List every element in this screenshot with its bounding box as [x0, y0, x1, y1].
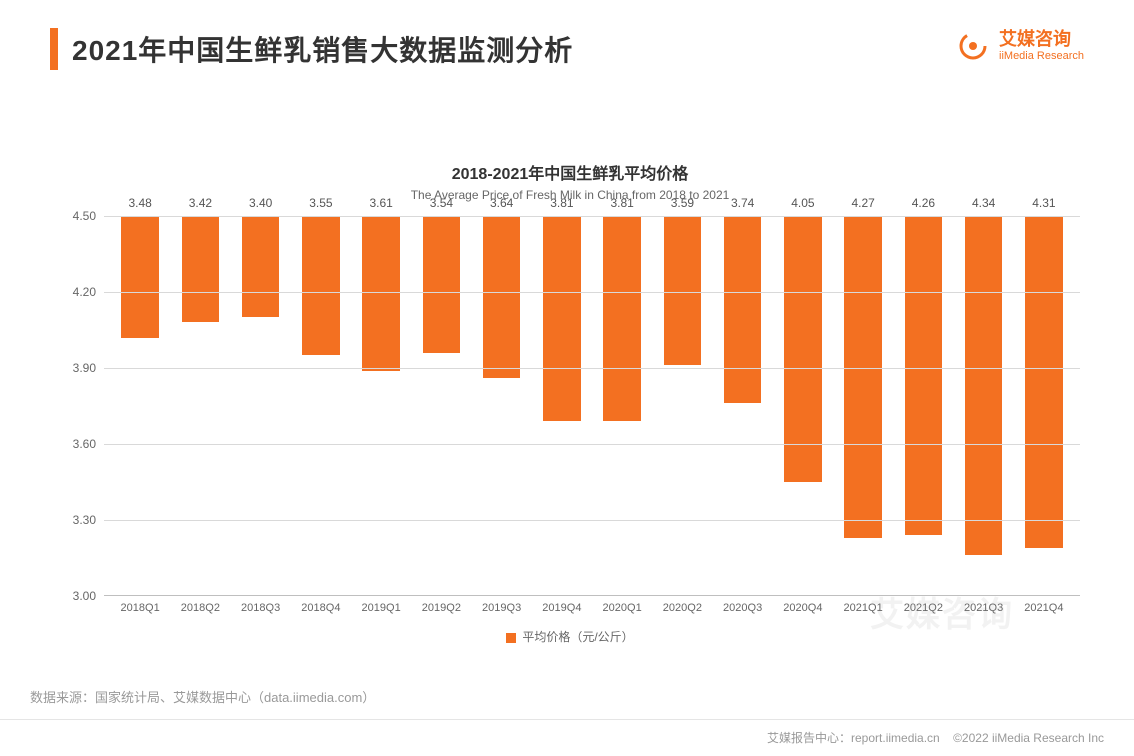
bar: 4.27 — [844, 216, 881, 538]
bar-slot: 3.54 — [411, 216, 471, 596]
bar-value-label: 3.64 — [490, 196, 513, 210]
bar-value-label: 4.31 — [1032, 196, 1055, 210]
footer-divider — [0, 719, 1134, 720]
header: 2021年中国生鲜乳销售大数据监测分析 艾媒咨询 iiMedia Researc… — [0, 0, 1134, 70]
title-accent-bar — [50, 28, 58, 70]
bar-value-label: 3.59 — [671, 196, 694, 210]
x-tick-label: 2021Q3 — [954, 602, 1014, 614]
y-tick-label: 3.30 — [73, 513, 96, 527]
x-tick-label: 2018Q2 — [170, 602, 230, 614]
brand-name-en: iiMedia Research — [999, 50, 1084, 62]
y-tick-label: 3.90 — [73, 361, 96, 375]
bar: 3.81 — [603, 216, 640, 421]
page-title: 2021年中国生鲜乳销售大数据监测分析 — [72, 29, 573, 69]
y-tick-label: 4.50 — [73, 209, 96, 223]
bar: 4.26 — [905, 216, 942, 535]
bar-slot: 3.74 — [713, 216, 773, 596]
bar-value-label: 4.26 — [912, 196, 935, 210]
bar: 4.34 — [965, 216, 1002, 555]
bar-slot: 3.81 — [532, 216, 592, 596]
x-tick-label: 2019Q1 — [351, 602, 411, 614]
bar: 3.61 — [362, 216, 399, 371]
y-tick-label: 4.20 — [73, 285, 96, 299]
bars-group: 3.48 3.42 3.40 3.55 3.61 3.54 3.64 3.81 3.81 3.59… — [104, 216, 1080, 596]
legend-label: 平均价格（元/公斤） — [522, 630, 633, 644]
footer-source: 数据来源：国家统计局、艾媒数据中心（data.iimedia.com） — [30, 687, 375, 706]
footer-copyright: 艾媒报告中心：report.iimedia.cn ©2022 iiMedia R… — [767, 729, 1104, 746]
brand-name-cn: 艾媒咨询 — [999, 30, 1084, 50]
bar-slot: 3.64 — [472, 216, 532, 596]
chart-plot-area: 3.003.303.603.904.204.50 3.483.423.403.5… — [104, 216, 1080, 596]
bar-value-label: 4.34 — [972, 196, 995, 210]
bar-value-label: 3.40 — [249, 196, 272, 210]
bar-value-label: 4.05 — [791, 196, 814, 210]
grid-line — [104, 216, 1080, 217]
bar-value-label: 3.55 — [309, 196, 332, 210]
bar-slot: 3.61 — [351, 216, 411, 596]
x-tick-label: 2021Q2 — [893, 602, 953, 614]
bar: 3.48 — [121, 216, 158, 338]
y-axis: 3.003.303.603.904.204.50 — [60, 216, 104, 596]
bar: 3.81 — [543, 216, 580, 421]
x-tick-label: 2019Q4 — [532, 602, 592, 614]
bar-slot: 3.59 — [652, 216, 712, 596]
brand-logo: 艾媒咨询 iiMedia Research — [955, 28, 1084, 64]
bar-value-label: 3.54 — [430, 196, 453, 210]
x-tick-label: 2020Q4 — [773, 602, 833, 614]
x-tick-label: 2019Q3 — [472, 602, 532, 614]
title-group: 2021年中国生鲜乳销售大数据监测分析 — [50, 28, 573, 70]
x-tick-label: 2020Q1 — [592, 602, 652, 614]
y-tick-label: 3.60 — [73, 437, 96, 451]
x-tick-label: 2020Q3 — [713, 602, 773, 614]
bar-value-label: 3.81 — [550, 196, 573, 210]
bar: 3.55 — [302, 216, 339, 355]
grid-line — [104, 520, 1080, 521]
bar-slot: 4.31 — [1014, 216, 1074, 596]
bar-value-label: 3.61 — [369, 196, 392, 210]
bar: 4.31 — [1025, 216, 1062, 548]
x-axis-labels: 2018Q12018Q22018Q32018Q42019Q12019Q22019… — [104, 596, 1080, 614]
x-tick-label: 2021Q4 — [1014, 602, 1074, 614]
y-tick-label: 3.00 — [73, 589, 96, 603]
bar-slot: 3.55 — [291, 216, 351, 596]
bar-slot: 3.42 — [170, 216, 230, 596]
bar-slot: 4.34 — [954, 216, 1014, 596]
bar-value-label: 4.27 — [851, 196, 874, 210]
bar: 3.59 — [664, 216, 701, 365]
x-tick-label: 2018Q4 — [291, 602, 351, 614]
bar-slot: 4.26 — [893, 216, 953, 596]
x-tick-label: 2018Q3 — [231, 602, 291, 614]
x-tick-label: 2019Q2 — [411, 602, 471, 614]
bar: 4.05 — [784, 216, 821, 482]
bar: 3.42 — [182, 216, 219, 322]
grid-line — [104, 368, 1080, 369]
bar-slot: 3.48 — [110, 216, 170, 596]
chart-title-cn: 2018-2021年中国生鲜乳平均价格 — [60, 160, 1080, 184]
brand-icon — [955, 28, 991, 64]
bar-slot: 3.40 — [231, 216, 291, 596]
bar-value-label: 3.42 — [189, 196, 212, 210]
grid-line — [104, 292, 1080, 293]
brand-text: 艾媒咨询 iiMedia Research — [999, 30, 1084, 62]
x-tick-label: 2021Q1 — [833, 602, 893, 614]
bar-slot: 3.81 — [592, 216, 652, 596]
bar-value-label: 3.81 — [610, 196, 633, 210]
chart-legend: 平均价格（元/公斤） — [60, 628, 1080, 645]
bar: 3.74 — [724, 216, 761, 403]
bar: 3.40 — [242, 216, 279, 317]
chart-container: 2018-2021年中国生鲜乳平均价格 The Average Price of… — [60, 160, 1080, 645]
x-tick-label: 2020Q2 — [652, 602, 712, 614]
footer-copyright-text: ©2022 iiMedia Research Inc — [953, 731, 1104, 745]
footer-report-center: 艾媒报告中心：report.iimedia.cn — [767, 731, 940, 745]
bar-value-label: 3.48 — [128, 196, 151, 210]
bar: 3.64 — [483, 216, 520, 378]
legend-swatch — [506, 633, 516, 643]
x-tick-label: 2018Q1 — [110, 602, 170, 614]
bar-value-label: 3.74 — [731, 196, 754, 210]
bar-slot: 4.05 — [773, 216, 833, 596]
grid-line — [104, 444, 1080, 445]
bar: 3.54 — [423, 216, 460, 353]
bar-slot: 4.27 — [833, 216, 893, 596]
